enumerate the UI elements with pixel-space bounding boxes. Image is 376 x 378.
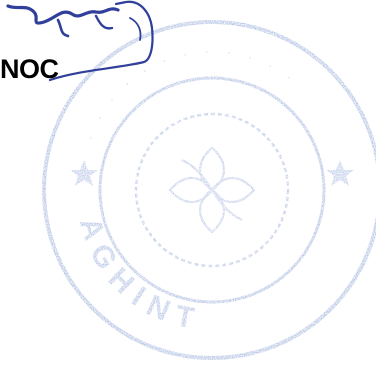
seal-inner-ring (98, 76, 326, 304)
handwritten-signature (6, 0, 154, 82)
seal-star-marks (70, 160, 354, 186)
seal-outer-ring (42, 20, 376, 360)
noc-heading: NOC (0, 54, 59, 84)
seal-emblem (168, 146, 256, 234)
seal-center-ring (134, 112, 290, 268)
